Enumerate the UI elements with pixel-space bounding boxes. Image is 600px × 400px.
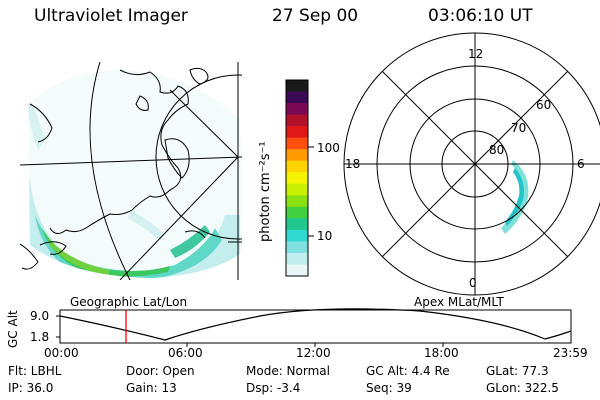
status-ip: IP: 36.0 <box>8 381 54 395</box>
status-dsp: Dsp: -3.4 <box>246 381 301 395</box>
altitude-curve <box>59 308 572 341</box>
time-readout: 03:06:10 UT <box>428 6 533 26</box>
mlt-label-6: 6 <box>577 157 585 171</box>
mlat-label-60: 60 <box>536 98 552 112</box>
intensity-colorbar <box>286 80 308 277</box>
colorbar-swatch <box>286 103 308 116</box>
altitude-xtick-2359: 23:59 <box>553 346 588 360</box>
colorbar-swatch <box>286 149 308 162</box>
altitude-xtick-0600: 06:00 <box>168 346 203 360</box>
altitude-xtick-1200: 12:00 <box>296 346 331 360</box>
status-glat: GLat: 77.3 <box>486 364 549 378</box>
colorbar-swatch <box>286 264 308 277</box>
status-gc-alt: GC Alt: 4.4 Re <box>366 364 450 378</box>
colorbar-swatch <box>286 172 308 185</box>
colorbar-swatch <box>286 80 308 93</box>
colorbar-frame <box>285 79 309 277</box>
status-seq: Seq: 39 <box>366 381 412 395</box>
status-door: Door: Open <box>126 364 195 378</box>
colorbar-swatch <box>286 114 308 127</box>
colorbar-swatch <box>286 229 308 242</box>
colorbar-swatch <box>286 137 308 150</box>
colorbar-swatch <box>286 206 308 219</box>
colorbar-swatch <box>286 218 308 231</box>
altitude-ytick-9: 9.0 <box>30 309 50 323</box>
colorbar-swatch <box>286 91 308 104</box>
app-title: Ultraviolet Imager <box>34 6 188 26</box>
mlat-label-80: 80 <box>489 143 505 157</box>
mlt-label-12: 12 <box>468 47 484 61</box>
left-panel-label: Geographic Lat/Lon <box>70 295 188 309</box>
date-readout: 27 Sep 00 <box>272 6 359 26</box>
gc-altitude-plot <box>56 308 572 347</box>
altitude-ytick-1-8: 1.8 <box>30 330 50 344</box>
mlt-label-0: 0 <box>469 276 477 290</box>
altitude-xtick-1800: 18:00 <box>424 346 459 360</box>
earth-disk-image <box>28 70 242 278</box>
colorbar-tick-10: 10 <box>317 229 333 243</box>
altitude-xtick-0000: 00:00 <box>44 346 79 360</box>
status-gain: Gain: 13 <box>126 381 177 395</box>
mlat-label-70: 70 <box>511 121 527 135</box>
colorbar-swatch <box>286 195 308 208</box>
colorbar-swatch <box>286 126 308 139</box>
colorbar-swatch <box>286 183 308 196</box>
colorbar-tick-100: 100 <box>317 141 340 155</box>
polar-mlat-mlt-plot <box>343 32 600 296</box>
colorbar-swatch <box>286 241 308 254</box>
mlt-label-18: 18 <box>345 157 361 171</box>
status-flight: Flt: LBHL <box>8 364 62 378</box>
altitude-ylabel: GC Alt <box>6 310 20 348</box>
colorbar-unit-label: photon cm⁻²s⁻¹ <box>258 141 273 242</box>
status-glon: GLon: 322.5 <box>486 381 559 395</box>
colorbar-swatch <box>286 160 308 173</box>
right-panel-label: Apex MLat/MLT <box>414 295 504 309</box>
colorbar-swatch <box>286 252 308 265</box>
status-mode: Mode: Normal <box>246 364 330 378</box>
geographic-image-panel <box>20 62 242 280</box>
